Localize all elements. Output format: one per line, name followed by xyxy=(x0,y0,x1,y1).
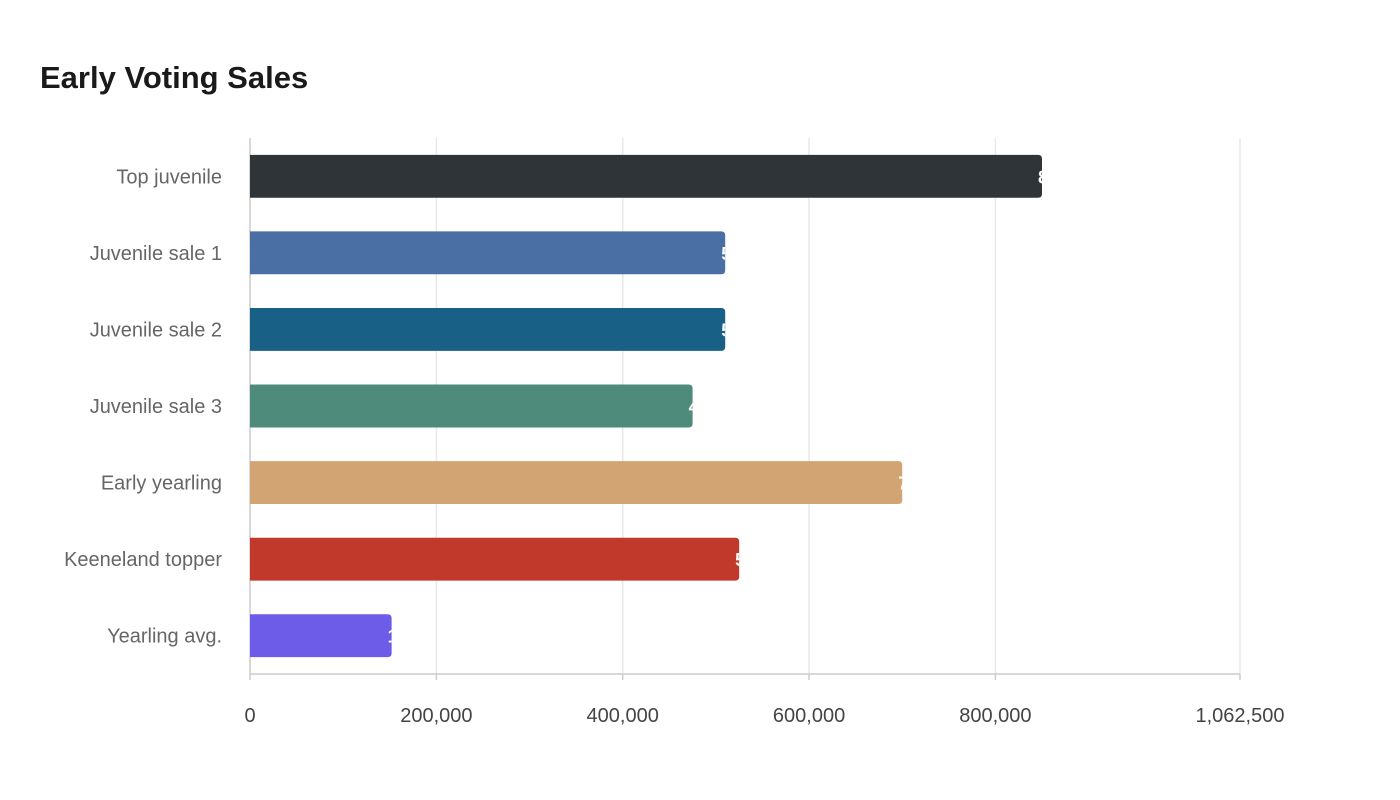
bar-yearling-avg xyxy=(250,614,392,658)
x-tick-label: 600,000 xyxy=(773,705,845,727)
chart-title: Early Voting Sales xyxy=(40,60,309,95)
bar-juvenile-sale-1 xyxy=(250,231,726,275)
category-label: Juvenile sale 2 xyxy=(90,319,222,341)
x-tick-label: 1,062,500 xyxy=(1196,705,1285,727)
category-label: Keeneland topper xyxy=(64,549,222,571)
bar-juvenile-sale-3 xyxy=(250,384,693,428)
bar-value-label: 700,000 xyxy=(898,474,963,494)
bar-juvenile-sale-2 xyxy=(250,307,726,351)
bar-value-label: 475,000 xyxy=(689,397,754,417)
bar-value-label: 850,000 xyxy=(1038,167,1103,187)
bar-keeneland-topper xyxy=(250,537,740,581)
bars: 850,000 510,000 510,000 475,000 700,000 525,0… xyxy=(250,154,1103,658)
category-labels: Top juvenile Juvenile sale 1 Juvenile sale… xyxy=(64,166,222,647)
x-tick-label: 200,000 xyxy=(400,705,472,727)
category-label: Juvenile sale 3 xyxy=(90,396,222,418)
x-tick-label: 800,000 xyxy=(959,705,1031,727)
x-axis-ticks: 0 200,000 400,000 600,000 800,000 1,062,500 xyxy=(244,674,1284,727)
bar-top-juvenile xyxy=(250,154,1042,198)
bar-value-label: 152,000 xyxy=(388,627,453,647)
bar-value-label: 510,000 xyxy=(721,320,786,340)
category-label: Top juvenile xyxy=(116,166,222,188)
bar-early-yearling xyxy=(250,461,903,505)
category-label: Early yearling xyxy=(101,473,222,495)
x-tick-label: 400,000 xyxy=(587,705,659,727)
category-label: Juvenile sale 1 xyxy=(90,243,222,265)
category-label: Yearling avg. xyxy=(107,626,222,648)
x-tick-label: 0 xyxy=(244,705,255,727)
bar-value-label: 525,000 xyxy=(735,550,800,570)
bar-value-label: 510,000 xyxy=(721,244,786,264)
